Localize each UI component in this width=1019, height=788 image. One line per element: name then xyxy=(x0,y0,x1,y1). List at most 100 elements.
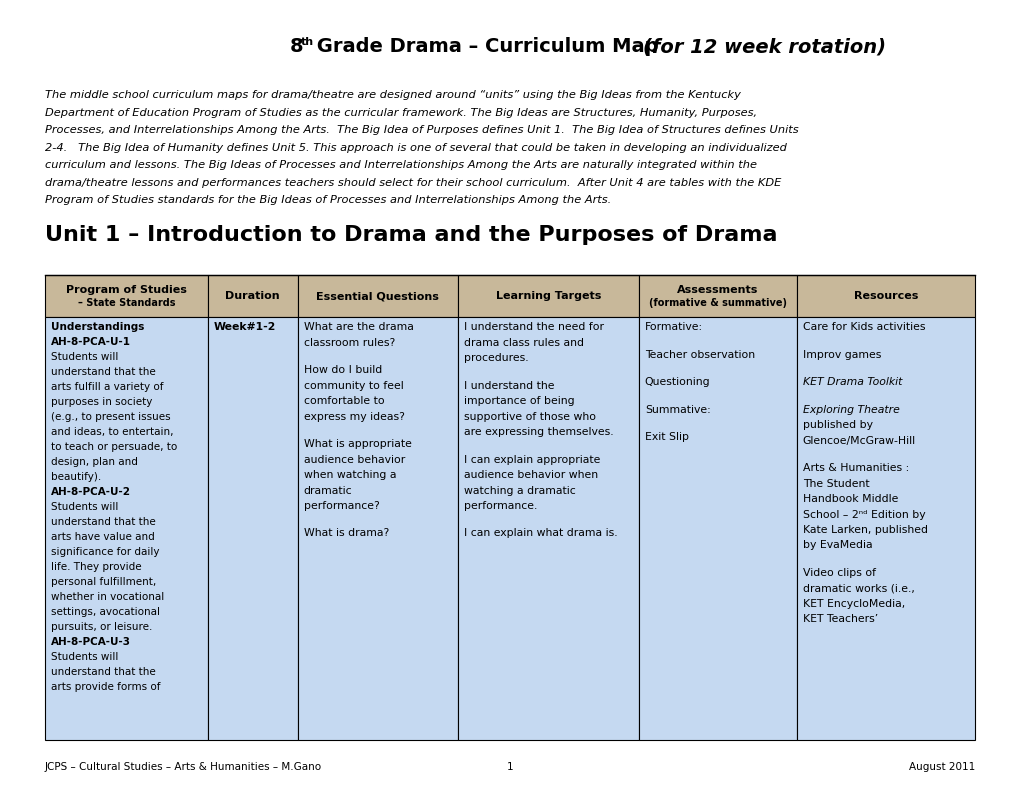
Text: AH-8-PCA-U-3: AH-8-PCA-U-3 xyxy=(51,637,130,647)
Text: drama/theatre lessons and performances teachers should select for their school c: drama/theatre lessons and performances t… xyxy=(45,177,781,188)
Text: life. They provide: life. They provide xyxy=(51,562,142,572)
Text: dramatic: dramatic xyxy=(304,485,353,496)
Text: AH-8-PCA-U-2: AH-8-PCA-U-2 xyxy=(51,487,130,497)
Text: I understand the: I understand the xyxy=(464,381,553,391)
Text: performance?: performance? xyxy=(304,501,379,511)
Text: importance of being: importance of being xyxy=(464,396,574,406)
Text: Understandings: Understandings xyxy=(51,322,145,332)
Bar xyxy=(298,275,458,317)
Bar xyxy=(458,317,638,740)
Text: Week#1-2: Week#1-2 xyxy=(214,322,276,332)
Text: Questioning: Questioning xyxy=(644,377,710,387)
Text: Learning Targets: Learning Targets xyxy=(495,291,600,301)
Text: personal fulfillment,: personal fulfillment, xyxy=(51,577,156,587)
Text: settings, avocational: settings, avocational xyxy=(51,607,160,617)
Text: beautify).: beautify). xyxy=(51,472,101,482)
Text: audience behavior when: audience behavior when xyxy=(464,470,597,480)
Text: Duration: Duration xyxy=(225,291,280,301)
Text: to teach or persuade, to: to teach or persuade, to xyxy=(51,442,177,452)
Text: Unit 1 – Introduction to Drama and the Purposes of Drama: Unit 1 – Introduction to Drama and the P… xyxy=(45,225,776,245)
Text: and ideas, to entertain,: and ideas, to entertain, xyxy=(51,427,173,437)
Text: purposes in society: purposes in society xyxy=(51,397,152,407)
Bar xyxy=(208,275,298,317)
Bar xyxy=(45,275,208,317)
Text: express my ideas?: express my ideas? xyxy=(304,411,405,422)
Bar xyxy=(208,317,298,740)
Text: supportive of those who: supportive of those who xyxy=(464,411,595,422)
Text: What are the drama: What are the drama xyxy=(304,322,414,332)
Text: by EvaMedia: by EvaMedia xyxy=(802,541,871,551)
Text: community to feel: community to feel xyxy=(304,381,404,391)
Text: Assessments: Assessments xyxy=(677,285,758,295)
Text: understand that the: understand that the xyxy=(51,667,156,677)
Text: 2-4.   The Big Idea of Humanity defines Unit 5. This approach is one of several : 2-4. The Big Idea of Humanity defines Un… xyxy=(45,143,786,153)
Text: School – 2ⁿᵈ Edition by: School – 2ⁿᵈ Edition by xyxy=(802,510,924,519)
Text: Students will: Students will xyxy=(51,502,118,512)
Text: Resources: Resources xyxy=(853,291,917,301)
Text: Program of Studies standards for the Big Ideas of Processes and Interrelationshi: Program of Studies standards for the Big… xyxy=(45,195,610,205)
Text: KET Teachers’: KET Teachers’ xyxy=(802,615,877,625)
Text: Students will: Students will xyxy=(51,352,118,362)
Text: Exploring Theatre: Exploring Theatre xyxy=(802,404,899,414)
Text: performance.: performance. xyxy=(464,501,537,511)
Text: audience behavior: audience behavior xyxy=(304,455,405,464)
Text: when watching a: when watching a xyxy=(304,470,396,480)
Text: Care for Kids activities: Care for Kids activities xyxy=(802,322,924,332)
Text: KET Drama Toolkit: KET Drama Toolkit xyxy=(802,377,901,387)
Bar xyxy=(45,317,208,740)
Text: The middle school curriculum maps for drama/theatre are designed around “units” : The middle school curriculum maps for dr… xyxy=(45,90,740,100)
Text: Arts & Humanities :: Arts & Humanities : xyxy=(802,463,908,473)
Text: (formative & summative): (formative & summative) xyxy=(648,298,786,308)
Bar xyxy=(638,317,796,740)
Text: pursuits, or leisure.: pursuits, or leisure. xyxy=(51,622,152,632)
Text: design, plan and: design, plan and xyxy=(51,457,138,467)
Text: classroom rules?: classroom rules? xyxy=(304,337,394,348)
Text: I understand the need for: I understand the need for xyxy=(464,322,603,332)
Text: Kate Larken, published: Kate Larken, published xyxy=(802,525,927,535)
Text: August 2011: August 2011 xyxy=(908,762,974,772)
Text: Program of Studies: Program of Studies xyxy=(66,285,186,295)
Text: are expressing themselves.: are expressing themselves. xyxy=(464,427,612,437)
Text: Glencoe/McGraw-Hill: Glencoe/McGraw-Hill xyxy=(802,436,915,445)
Bar xyxy=(298,317,458,740)
Text: JCPS – Cultural Studies – Arts & Humanities – M.Gano: JCPS – Cultural Studies – Arts & Humanit… xyxy=(45,762,322,772)
Bar xyxy=(796,275,974,317)
Bar xyxy=(796,317,974,740)
Text: Handbook Middle: Handbook Middle xyxy=(802,494,898,504)
Text: arts provide forms of: arts provide forms of xyxy=(51,682,160,692)
Text: Formative:: Formative: xyxy=(644,322,702,332)
Text: AH-8-PCA-U-1: AH-8-PCA-U-1 xyxy=(51,337,130,347)
Text: Grade Drama – Curriculum Map: Grade Drama – Curriculum Map xyxy=(310,37,664,56)
Text: (for 12 week rotation): (for 12 week rotation) xyxy=(642,37,886,56)
Text: published by: published by xyxy=(802,420,872,430)
Text: Students will: Students will xyxy=(51,652,118,662)
Text: curriculum and lessons. The Big Ideas of Processes and Interrelationships Among : curriculum and lessons. The Big Ideas of… xyxy=(45,160,756,170)
Text: Summative:: Summative: xyxy=(644,404,710,414)
Text: dramatic works (i.e.,: dramatic works (i.e., xyxy=(802,583,914,593)
Text: KET EncycloMedia,: KET EncycloMedia, xyxy=(802,599,904,609)
Text: The Student: The Student xyxy=(802,478,868,489)
Text: comfortable to: comfortable to xyxy=(304,396,384,406)
Text: drama class rules and: drama class rules and xyxy=(464,337,583,348)
Text: I can explain appropriate: I can explain appropriate xyxy=(464,455,599,464)
Text: th: th xyxy=(301,37,314,47)
Text: Exit Slip: Exit Slip xyxy=(644,432,688,442)
Text: Processes, and Interrelationships Among the Arts.  The Big Idea of Purposes defi: Processes, and Interrelationships Among … xyxy=(45,125,798,135)
Text: Teacher observation: Teacher observation xyxy=(644,350,754,359)
Text: understand that the: understand that the xyxy=(51,517,156,527)
Text: procedures.: procedures. xyxy=(464,353,528,363)
Text: Improv games: Improv games xyxy=(802,350,880,359)
Bar xyxy=(458,275,638,317)
Text: 1: 1 xyxy=(506,762,513,772)
Text: arts have value and: arts have value and xyxy=(51,532,155,542)
Text: Video clips of: Video clips of xyxy=(802,568,875,578)
Text: What is drama?: What is drama? xyxy=(304,529,388,538)
Text: I can explain what drama is.: I can explain what drama is. xyxy=(464,529,616,538)
Text: (e.g., to present issues: (e.g., to present issues xyxy=(51,412,170,422)
Text: understand that the: understand that the xyxy=(51,367,156,377)
Text: What is appropriate: What is appropriate xyxy=(304,439,412,449)
Text: Essential Questions: Essential Questions xyxy=(316,291,439,301)
Text: – State Standards: – State Standards xyxy=(77,298,175,308)
Text: whether in vocational: whether in vocational xyxy=(51,592,164,602)
Text: watching a dramatic: watching a dramatic xyxy=(464,485,575,496)
